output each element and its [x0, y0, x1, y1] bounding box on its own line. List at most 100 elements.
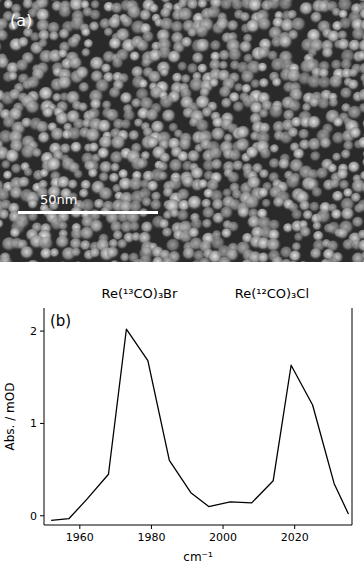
particle: [278, 158, 291, 171]
y-tick: [40, 515, 44, 516]
particle: [227, 20, 240, 33]
particle: [299, 0, 311, 1]
particle: [261, 199, 271, 209]
particle: [319, 137, 332, 150]
particle: [83, 39, 93, 49]
particle: [195, 25, 209, 39]
particle: [181, 37, 193, 49]
particle: [67, 36, 81, 50]
particle: [195, 38, 211, 54]
particle: [211, 159, 223, 171]
particle: [97, 262, 109, 263]
figure: (a)50nm0121960198020002020(b)Re(¹³CO)₃Br…: [0, 0, 364, 576]
particle: [128, 130, 140, 142]
particle: [158, 171, 169, 182]
scale-bar: [18, 211, 158, 214]
particle: [362, 149, 364, 159]
particle: [258, 187, 270, 199]
particle: [26, 260, 42, 262]
particle: [298, 129, 310, 141]
particle: [358, 137, 364, 151]
particle: [20, 246, 34, 260]
particle: [0, 161, 1, 171]
particle: [209, 78, 220, 89]
particle: [361, 251, 364, 262]
particle: [286, 260, 300, 262]
particle: [26, 76, 40, 90]
y-tick-label: 1: [30, 417, 37, 430]
particle: [0, 219, 4, 229]
particle: [112, 58, 124, 70]
particle: [162, 109, 177, 124]
particle: [58, 6, 72, 20]
particle: [39, 261, 54, 262]
particle: [39, 169, 49, 179]
particle: [0, 0, 1, 12]
particle: [217, 256, 233, 262]
peak-label: Re(¹³CO)₃Br: [102, 286, 178, 301]
particle: [357, 50, 364, 62]
particle: [332, 152, 342, 162]
particle: [305, 261, 321, 262]
particle: [352, 216, 364, 229]
particle: [257, 62, 268, 73]
y-axis: [44, 308, 45, 525]
particle: [0, 41, 3, 55]
x-tick: [151, 525, 152, 529]
x-tick-label: 2000: [209, 531, 237, 544]
particle: [202, 219, 213, 230]
particle: [38, 39, 48, 49]
particle: [38, 87, 54, 103]
particle: [160, 68, 170, 78]
particle: [250, 261, 264, 262]
particle: [329, 75, 344, 90]
panel-label: (b): [50, 312, 71, 330]
particle: [0, 30, 9, 43]
particle: [97, 147, 110, 160]
x-tick: [79, 525, 80, 529]
particle: [292, 0, 303, 1]
sem-background: [0, 0, 364, 262]
particle: [165, 260, 180, 262]
particle: [71, 247, 82, 258]
particle: [259, 109, 270, 120]
particle: [50, 248, 61, 259]
particle: [358, 239, 364, 253]
sem-image: [0, 0, 364, 262]
particle: [57, 261, 69, 262]
particle: [269, 105, 284, 120]
particle: [38, 132, 51, 145]
particle: [333, 117, 344, 128]
x-tick: [294, 525, 295, 529]
particle: [109, 87, 122, 100]
particle: [310, 151, 322, 163]
x-tick-label: 2020: [281, 531, 309, 544]
particle: [109, 260, 120, 262]
particle: [361, 181, 364, 196]
particle: [307, 116, 322, 131]
particle: [129, 51, 140, 62]
particle: [73, 170, 83, 180]
particle: [25, 100, 40, 115]
particle: [108, 37, 122, 51]
particle: [187, 196, 203, 212]
particle: [18, 176, 31, 189]
particle: [221, 98, 233, 110]
particle: [219, 61, 229, 71]
particle: [220, 206, 234, 220]
scale-bar-label: 50nm: [40, 192, 77, 207]
particle: [49, 31, 60, 42]
particle: [79, 189, 90, 200]
particle: [241, 259, 255, 262]
particle: [291, 209, 303, 221]
particle: [0, 66, 1, 81]
particle: [81, 27, 92, 38]
particle: [177, 62, 188, 73]
particle: [89, 9, 101, 21]
particle: [312, 221, 322, 231]
particle: [192, 52, 205, 65]
particle: [42, 107, 55, 120]
particle: [300, 227, 312, 239]
particle: [340, 87, 353, 100]
particle: [260, 148, 272, 160]
